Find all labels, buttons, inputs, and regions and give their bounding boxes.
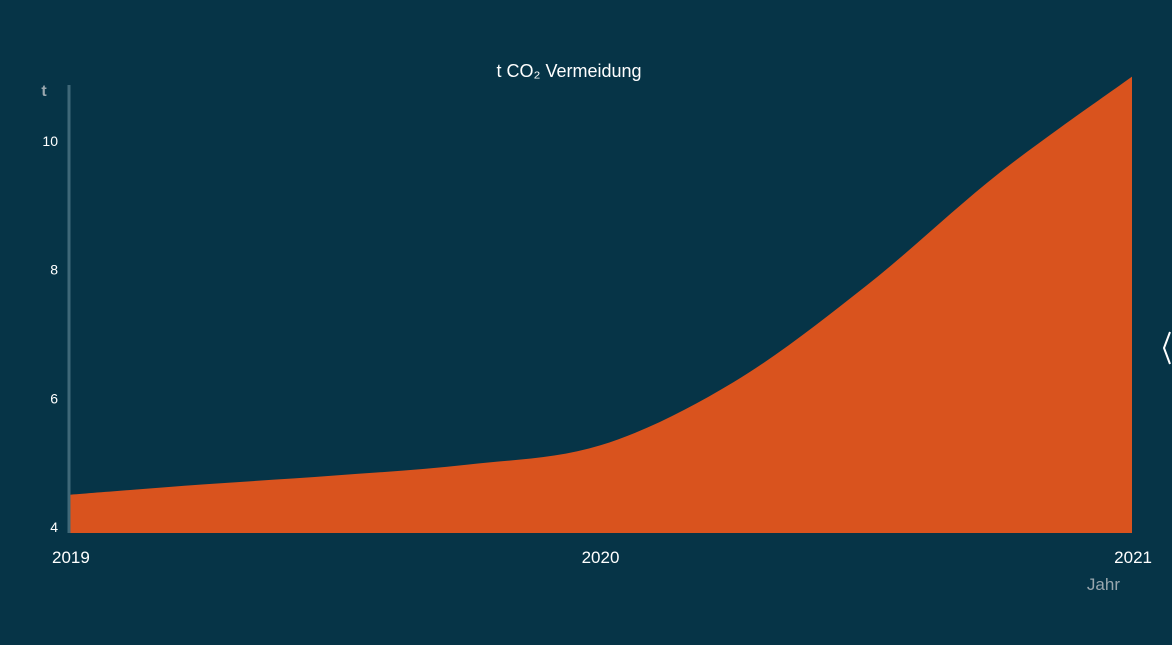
chevron-right-icon[interactable]: [1162, 331, 1171, 365]
chart-title: t CO₂ Vermeidung: [496, 61, 641, 81]
y-tick-label: 8: [50, 262, 58, 278]
x-axis-label: Jahr: [1087, 575, 1120, 594]
y-tick-labels: 4 6 8 10: [42, 133, 58, 535]
y-axis-label: t: [41, 83, 47, 100]
y-tick-label: 10: [42, 133, 58, 149]
x-tick-label: 2021: [1114, 548, 1152, 567]
area-series: [69, 76, 1132, 534]
y-tick-label: 4: [50, 519, 58, 535]
y-tick-label: 6: [50, 390, 58, 406]
area-layer: [69, 76, 1132, 534]
x-tick-label: 2020: [582, 548, 620, 567]
x-tick-label: 2019: [52, 548, 90, 567]
x-tick-labels: 2019 2020 2021: [52, 548, 1152, 567]
